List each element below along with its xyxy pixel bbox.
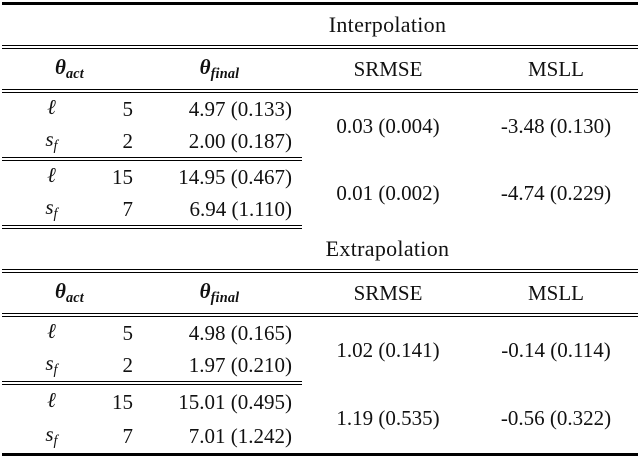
data-row: sf 7 7.01 (1.242) [2,419,638,455]
theta-act-subscript: act [65,65,84,82]
theta-act-value-cell: 5 [122,320,134,345]
param-ell-symbol: ℓ [47,163,56,187]
section-title-interpolation: Interpolation [137,3,639,49]
col-header-theta-final: θfinal [137,271,302,317]
theta-final-subscript: final [210,65,240,82]
data-row: sf 7 6.94 (1.110) [2,193,638,229]
param-symbol-cell: sf [2,125,87,161]
param-ell-symbol: ℓ [47,388,56,412]
data-row: ℓ 15 15.01 (0.495) 1.19 (0.535) -0.56 (0… [2,383,638,430]
theta-act-subscript: act [65,289,84,306]
data-row: ℓ 5 4.97 (0.133) 0.03 (0.004) -3.48 (0.1… [2,91,638,138]
section-title-row-interpolation: Interpolation [2,3,639,49]
theta-symbol: θ [199,55,211,79]
srmse-value-cell: 0.01 (0.002) [336,180,440,205]
data-row: ℓ 15 14.95 (0.467) 0.01 (0.002) -4.74 (0… [2,159,638,205]
param-symbol-cell: ℓ [2,383,87,419]
theta-symbol: θ [199,279,211,303]
param-symbol-cell: ℓ [2,159,87,193]
col-header-msll: MSLL [474,271,639,317]
msll-value-cell: -0.14 (0.114) [501,337,611,362]
data-row: sf 2 2.00 (0.187) [2,125,638,161]
theta-act-value-cell: 7 [87,193,137,229]
param-symbol-cell: sf [2,349,87,385]
theta-final-value-cell: 6.94 (1.110) [137,193,302,229]
theta-act-value-cell: 5 [122,96,134,121]
section-title-spacer [2,3,137,49]
param-sf-symbol: s [45,195,54,219]
theta-final-value-cell: 15.01 (0.495) [178,389,292,414]
theta-final-value-cell: 2.00 (0.187) [137,125,302,161]
theta-act-value-cell: 2 [87,349,137,385]
theta-act-value-cell: 15 [112,389,133,414]
theta-final-value-cell: 14.95 (0.467) [178,164,292,189]
param-subscript: f [53,361,58,378]
theta-act-value-cell: 2 [87,125,137,161]
param-sf-symbol: s [45,422,54,446]
section-title-spacer [2,227,137,273]
theta-symbol: θ [55,279,66,303]
col-header-srmse: SRMSE [302,47,474,93]
param-symbol-cell: ℓ [2,91,87,125]
param-symbol-cell: sf [2,193,87,229]
srmse-value-cell: 0.03 (0.004) [336,113,440,138]
param-symbol-cell: ℓ [2,315,87,349]
data-row: sf 2 1.97 (0.210) [2,349,638,385]
theta-final-value-cell: 4.98 (0.165) [188,320,292,345]
col-header-srmse: SRMSE [302,271,474,317]
param-ell-symbol: ℓ [47,319,56,343]
msll-value-cell: -3.48 (0.130) [500,113,612,138]
data-row: ℓ 5 4.98 (0.165) 1.02 (0.141) -0.14 (0.1… [2,315,638,362]
param-sf-symbol: s [45,351,54,375]
theta-final-value-cell: 4.97 (0.133) [188,96,292,121]
param-symbol-cell: sf [2,419,87,455]
theta-symbol: θ [55,55,66,79]
header-row-interpolation: θact θfinal SRMSE MSLL [2,47,639,93]
msll-value-cell: -0.56 (0.322) [500,405,612,430]
col-header-msll: MSLL [474,47,639,93]
theta-final-value-cell: 1.97 (0.210) [137,349,302,385]
col-header-theta-final: θfinal [137,47,302,93]
param-subscript: f [53,137,58,154]
theta-act-value-cell: 15 [112,164,133,189]
theta-final-subscript: final [210,289,240,306]
param-sf-symbol: s [45,127,54,151]
section-title-row-extrapolation: Extrapolation [2,227,639,273]
srmse-value-cell: 1.19 (0.535) [336,405,440,430]
col-header-theta-act: θact [2,47,137,93]
msll-value-cell: -4.74 (0.229) [500,180,612,205]
section-title-extrapolation: Extrapolation [137,227,639,273]
param-subscript: f [53,205,58,222]
param-subscript: f [53,432,58,449]
param-ell-symbol: ℓ [47,95,56,119]
srmse-value-cell: 1.02 (0.141) [336,337,440,362]
theta-act-value-cell: 7 [122,423,134,448]
header-row-extrapolation: θact θfinal SRMSE MSLL [2,271,639,317]
theta-final-value-cell: 7.01 (1.242) [188,423,292,448]
col-header-theta-act: θact [2,271,137,317]
